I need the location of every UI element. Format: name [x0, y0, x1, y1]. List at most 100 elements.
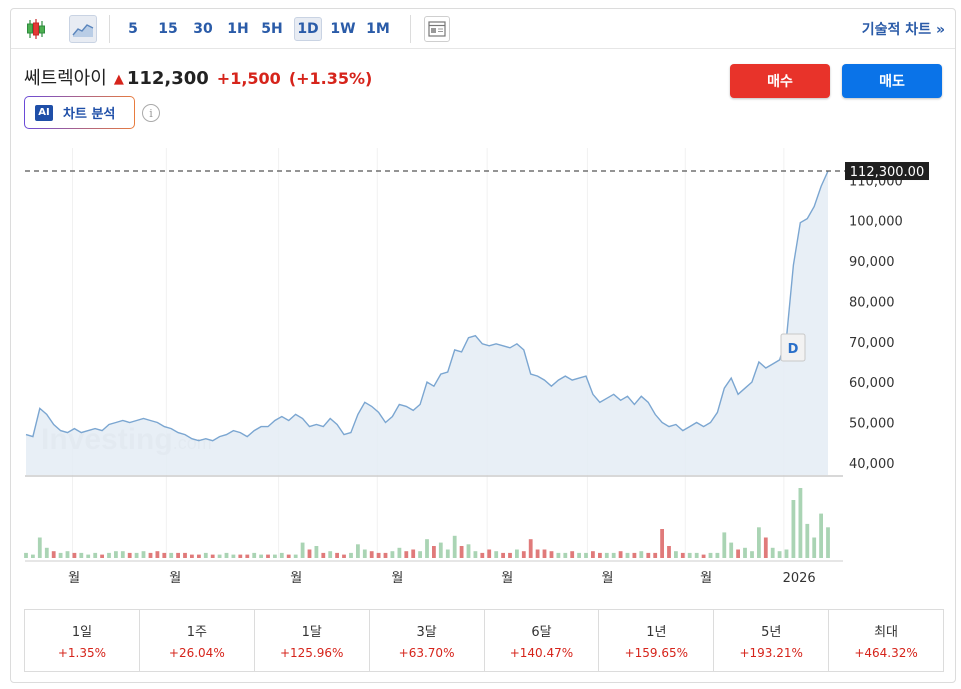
performance-cell-6m[interactable]: 6달 +140.47% [485, 610, 600, 671]
performance-cell-max[interactable]: 최대 +464.32% [829, 610, 943, 671]
ai-chart-analysis-button[interactable]: AI 차트 분석 [24, 96, 135, 129]
volume-bar [369, 551, 374, 558]
performance-cell-1d[interactable]: 1일 +1.35% [25, 610, 140, 671]
y-tick-label: 60,000 [849, 376, 895, 391]
interval-5h[interactable]: 5H [261, 21, 283, 37]
volume-bar [563, 552, 568, 558]
performance-label: 1년 [646, 625, 667, 640]
performance-cell-1w[interactable]: 1주 +26.04% [140, 610, 255, 671]
volume-bar [521, 551, 526, 558]
volume-bar [480, 552, 485, 558]
interval-1w[interactable]: 1W [330, 21, 356, 37]
volume-bar [542, 549, 547, 558]
performance-value: +63.70% [398, 646, 455, 660]
volume-bar [217, 554, 222, 558]
interval-1m[interactable]: 1M [366, 21, 390, 37]
ticker-header: 쎄트렉아이 ▲ 112,300 +1,500 (+1.35%) [24, 64, 372, 90]
dividend-marker[interactable]: D [780, 333, 806, 362]
volume-bar [397, 547, 402, 558]
ticker-change: +1,500 [216, 69, 281, 88]
volume-bar [307, 549, 312, 558]
volume-bar [432, 546, 436, 558]
interval-5[interactable]: 5 [128, 21, 138, 37]
interval-15[interactable]: 15 [158, 21, 178, 37]
volume-bar [79, 552, 84, 558]
x-tick-label: 월 [700, 571, 712, 586]
volume-bar [639, 551, 644, 558]
volume-bar [411, 549, 416, 558]
last-price-label: 112,300.00 [850, 165, 924, 180]
y-tick-label: 90,000 [849, 255, 895, 270]
candlestick-icon[interactable] [23, 16, 49, 42]
performance-cell-3m[interactable]: 3달 +63.70% [370, 610, 485, 671]
volume-bar [376, 552, 381, 558]
volume-bar [356, 544, 360, 558]
volume-bar [31, 554, 35, 558]
volume-bar [349, 552, 353, 558]
x-axis: 월 월 월 월 월 월 월 2026 [68, 571, 816, 586]
volume-bar [556, 552, 561, 558]
chart-grid [72, 148, 785, 558]
volume-bar [535, 549, 540, 558]
volume-bar [425, 539, 429, 558]
volume-bar [452, 535, 457, 558]
volume-bar [210, 554, 215, 558]
volume-bar [238, 554, 243, 558]
performance-value: +26.04% [168, 646, 225, 660]
volume-bar [494, 551, 499, 558]
volume-bar [24, 552, 28, 558]
y-tick-label: 80,000 [849, 295, 895, 310]
volume-bar [86, 554, 91, 558]
ticker-change-pct: (+1.35%) [288, 69, 373, 88]
price-chart[interactable]: Investing.com 40,00050,00060,00070,00080… [11, 9, 955, 599]
volume-bar [252, 552, 257, 558]
volume-bar [169, 552, 174, 558]
volume-bar [107, 552, 111, 558]
interval-1d[interactable]: 1D [294, 17, 322, 41]
performance-cell-5y[interactable]: 5년 +193.21% [714, 610, 830, 671]
volume-bar [58, 552, 63, 558]
volume-bar [100, 554, 104, 558]
sell-button[interactable]: 매도 [842, 64, 942, 98]
volume-bar [37, 537, 42, 558]
volume-bar [784, 549, 789, 558]
interval-1h[interactable]: 1H [227, 21, 249, 37]
y-axis: 40,000 50,000 60,000 70,000 80,000 90,000 100,… [849, 174, 903, 472]
technical-chart-link[interactable]: 기술적 차트 » [861, 22, 945, 38]
volume-bar [120, 551, 125, 558]
toolbar-divider [410, 15, 411, 43]
volume-bar [286, 554, 291, 558]
volume-bar [148, 552, 153, 558]
ticker-name: 쎄트렉아이 [24, 68, 107, 89]
x-tick-label: 월 [501, 571, 513, 586]
info-icon[interactable]: i [142, 104, 160, 122]
volume-bar [805, 523, 810, 558]
performance-table: 1일 +1.35% 1주 +26.04% 1달 +125.96% 3달 +63.70% … [24, 609, 944, 672]
performance-label: 1주 [186, 625, 207, 640]
volume-bar [390, 551, 395, 558]
volume-bar [65, 551, 70, 558]
area-chart-icon[interactable] [69, 15, 97, 43]
interval-30[interactable]: 30 [193, 21, 213, 37]
volume-bar [611, 552, 616, 558]
performance-cell-1m[interactable]: 1달 +125.96% [255, 610, 370, 671]
volume-bar [335, 552, 339, 558]
volume-bar [473, 551, 478, 558]
buy-button[interactable]: 매수 [730, 64, 830, 98]
volume-bar [667, 546, 671, 558]
volume-bar [632, 552, 637, 558]
x-tick-label: 2026 [783, 571, 816, 586]
volume-bar [293, 554, 298, 558]
x-tick-label: 월 [601, 571, 613, 586]
performance-value: +1.35% [57, 646, 107, 660]
up-arrow-icon: ▲ [113, 72, 124, 87]
y-tick-label: 50,000 [849, 417, 895, 432]
volume-bar [321, 552, 326, 558]
volume-bar [183, 552, 187, 558]
news-layout-icon[interactable] [424, 16, 450, 42]
volume-bar [819, 513, 823, 558]
price-line [25, 170, 829, 442]
performance-cell-1y[interactable]: 1년 +159.65% [599, 610, 715, 671]
volume-bar [501, 552, 505, 558]
performance-value: +125.96% [279, 646, 344, 660]
